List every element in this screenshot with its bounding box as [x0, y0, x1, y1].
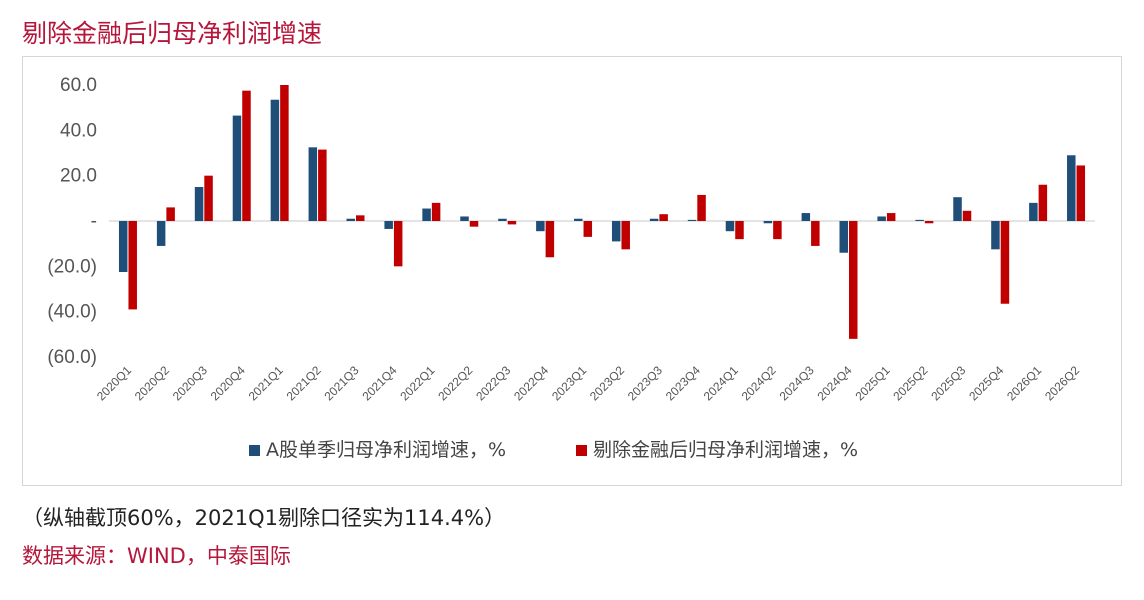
bar-series-1	[194, 187, 204, 221]
x-tick-label: 2025Q3	[928, 363, 968, 403]
x-tick-label: 2022Q4	[511, 363, 551, 403]
bar-series-1	[118, 221, 128, 272]
bar-series-1	[649, 218, 659, 221]
bar-series-2	[773, 221, 782, 240]
bar-series-2	[659, 214, 668, 221]
x-tick-label: 2025Q1	[852, 363, 892, 403]
bar-series-2	[318, 149, 327, 221]
bar-series-1	[460, 216, 469, 221]
bar-series-2	[545, 221, 555, 258]
bar-series-2	[849, 221, 858, 339]
bar-series-2	[1076, 165, 1086, 221]
x-tick-label: 2021Q2	[284, 363, 324, 403]
chart-frame: 60.0 40.0 20.0- (20.0) (40.0) (60.0) 2020Q1 20…	[22, 56, 1122, 486]
x-tick-label: 2023Q3	[625, 363, 665, 403]
y-tick-label: (20.0)	[47, 256, 97, 277]
x-tick-label: 2026Q2	[1042, 363, 1082, 403]
y-tick-label: 20.0	[60, 166, 97, 187]
legend-swatch-series-1	[249, 445, 260, 456]
footnote: （纵轴截顶60%，2021Q1剔除口径实为114.4%）	[22, 506, 506, 530]
data-source: 数据来源：WIND，中泰国际	[22, 544, 291, 568]
bar-series-1	[574, 218, 583, 221]
x-tick-label: 2020Q4	[208, 363, 248, 403]
x-tick-label: 2021Q3	[322, 363, 362, 403]
bar-series-1	[1029, 202, 1038, 221]
x-tick-label: 2022Q2	[435, 363, 475, 403]
bar-series-1	[422, 208, 431, 221]
bar-series-2	[697, 194, 706, 221]
bar-series-2	[204, 175, 213, 221]
x-tick-label: 2024Q3	[777, 363, 817, 403]
x-tick-label: 2024Q4	[815, 363, 855, 403]
x-tick-label: 2024Q1	[701, 363, 741, 403]
bar-series-1	[915, 219, 924, 221]
bar-series-1	[991, 221, 1000, 250]
bar-series-2	[128, 221, 137, 310]
legend-label-series-2: 剔除金融后归母净利润增速，%	[593, 439, 858, 461]
x-tick-label: 2023Q2	[587, 363, 627, 403]
x-tick-label: 2020Q1	[94, 363, 134, 403]
bar-series-2	[621, 221, 630, 250]
bar-series-1	[498, 218, 507, 221]
legend: A股单季归母净利润增速，% 剔除金融后归母净利润增速，%	[249, 439, 858, 461]
x-tick-label: 2025Q2	[890, 363, 930, 403]
bar-series-2	[886, 213, 896, 221]
bar-series-2	[583, 221, 593, 237]
legend-label-series-1: A股单季归母净利润增速，%	[266, 439, 506, 461]
bar-series-1	[232, 115, 242, 221]
bar-series-2	[242, 90, 251, 221]
bar-series-1	[308, 147, 318, 221]
x-tick-label: 2021Q4	[359, 363, 399, 403]
bar-series-2	[280, 85, 289, 221]
bar-series-2	[393, 221, 403, 267]
x-tick-label: 2023Q1	[549, 363, 589, 403]
bar-series-2	[356, 215, 365, 221]
bar-series-1	[384, 221, 393, 229]
bar-series-1	[611, 221, 621, 242]
bar-series-2	[166, 207, 175, 221]
x-tick-label: 2020Q2	[132, 363, 172, 403]
x-tick-label: 2022Q1	[397, 363, 437, 403]
bar-series-1	[763, 221, 773, 224]
y-axis-ticks: 60.0 40.0 20.0 - (20.0) (40.0) (60.0)	[47, 75, 97, 368]
bar-series-1	[156, 221, 166, 246]
y-tick-label: (40.0)	[47, 302, 97, 323]
x-tick-label: 2023Q4	[663, 363, 703, 403]
x-tick-label: 2021Q1	[246, 363, 286, 403]
legend-swatch-series-2	[576, 445, 587, 456]
bar-series-1	[839, 221, 848, 253]
y-tick-label: 60.0	[60, 75, 97, 96]
bar-series-2	[735, 221, 744, 240]
chart-title: 剔除金融后归母净利润增速	[22, 19, 323, 48]
bar-series-1	[801, 213, 811, 221]
bar-series-1	[1067, 155, 1076, 221]
y-tick-label: -	[91, 211, 97, 232]
y-tick-label: 40.0	[60, 120, 97, 141]
bar-series-2	[924, 221, 934, 224]
bar-series-1	[270, 99, 280, 221]
bars	[118, 85, 1086, 339]
x-tick-label: 2024Q2	[739, 363, 779, 403]
bar-series-1	[536, 221, 545, 232]
x-tick-label: 2020Q3	[170, 363, 210, 403]
bar-series-2	[431, 202, 441, 221]
bar-series-2	[1038, 184, 1048, 221]
bar-series-2	[507, 221, 517, 225]
bar-series-2	[469, 221, 479, 227]
x-tick-label: 2025Q4	[966, 363, 1006, 403]
x-axis-ticks: 2020Q12020Q22020Q32020Q42021Q12021Q22021…	[94, 363, 1082, 403]
bar-series-1	[877, 216, 886, 221]
bar-series-2	[811, 221, 820, 246]
bar-series-2	[962, 210, 972, 221]
x-tick-label: 2022Q3	[473, 363, 513, 403]
bar-chart: 60.040.020.0-(20.0)(40.0)(60.0) 2020Q120…	[47, 75, 1095, 461]
bar-series-1	[725, 221, 735, 232]
y-tick-label: (60.0)	[47, 347, 97, 368]
bar-series-1	[346, 218, 355, 221]
x-tick-label: 2026Q1	[1004, 363, 1044, 403]
bar-series-1	[953, 197, 962, 221]
bar-series-2	[1000, 221, 1010, 304]
bar-series-1	[687, 219, 697, 221]
